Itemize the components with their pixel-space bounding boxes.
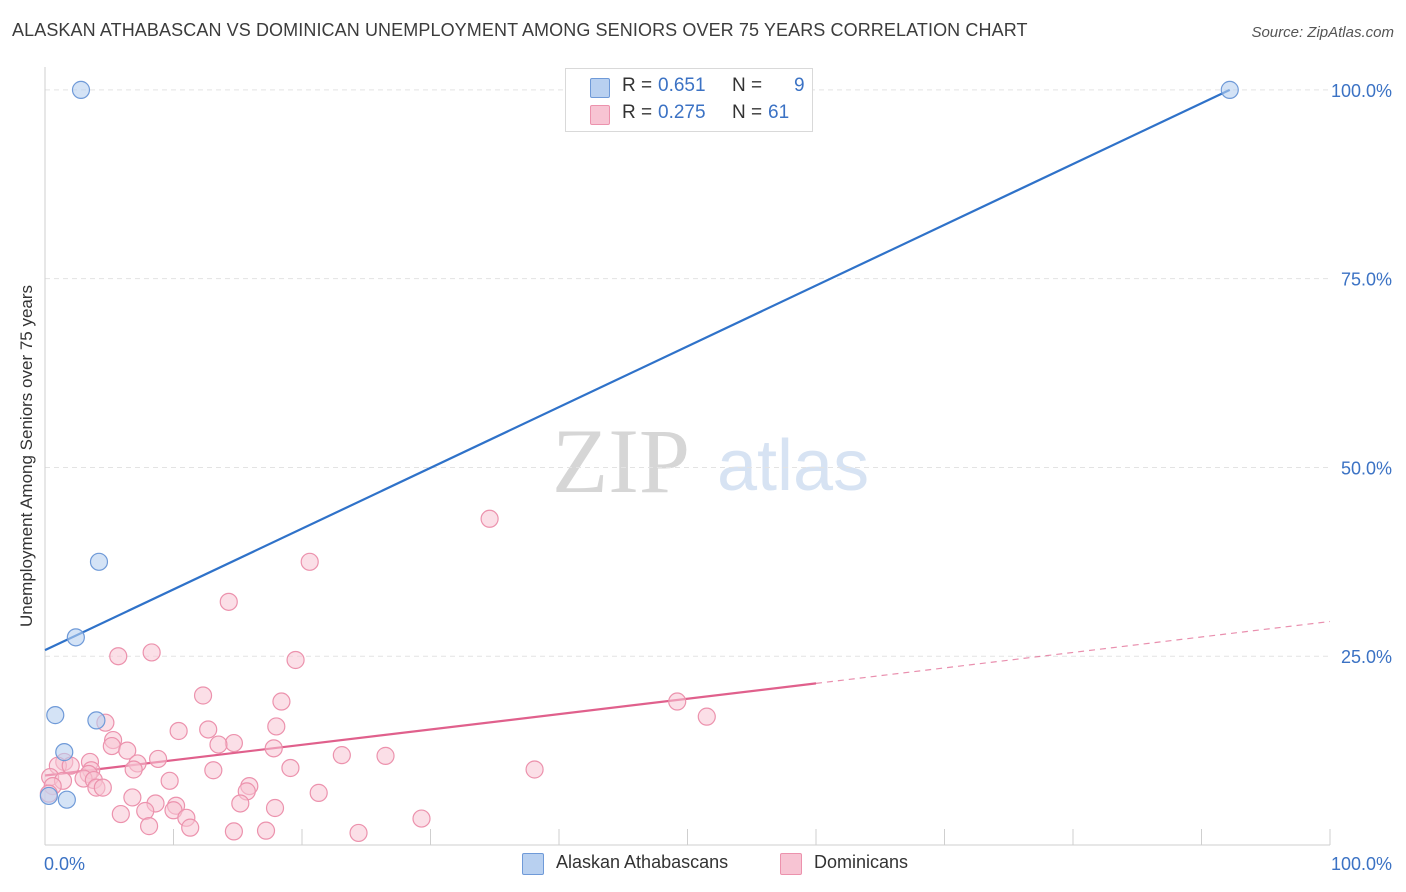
watermark: ZIP atlas [552, 410, 869, 512]
data-point-dominicans [219, 592, 238, 611]
data-point-dominicans [267, 717, 286, 736]
legend-r-value: 0.275 [658, 102, 706, 123]
data-point-dominicans [124, 760, 143, 779]
data-point-dominicans [102, 736, 121, 756]
data-point-dominicans [281, 758, 300, 778]
data-point-athabascans [89, 552, 109, 571]
legend-n-value: 9 [794, 75, 805, 96]
data-point-athabascans [87, 711, 106, 730]
y-axis-label: Unemployment Among Seniors over 75 years [17, 284, 36, 628]
data-point-dominicans [148, 749, 168, 769]
bottom-legend-swatch-dominicans [780, 853, 802, 875]
trend-lines [44, 88, 1331, 777]
data-point-athabascans [1220, 80, 1239, 99]
data-point-dominicans [93, 778, 112, 797]
data-point-dominicans [169, 721, 188, 741]
data-point-dominicans [142, 643, 161, 662]
trend-line-dominicans [44, 682, 817, 777]
data-point-dominicans [224, 822, 243, 841]
data-point-dominicans [668, 692, 687, 711]
grid-lines [45, 89, 1330, 657]
data-point-dominicans [136, 801, 155, 821]
y-tick-label: 100.0% [1331, 81, 1392, 101]
data-point-dominicans [209, 735, 228, 754]
legend-swatch-athabascans [590, 78, 610, 98]
data-point-dominicans [111, 804, 130, 824]
legend-r-label: R = [622, 75, 653, 96]
data-point-dominicans [697, 707, 716, 726]
data-point-dominicans [309, 783, 328, 802]
data-point-dominicans [204, 761, 223, 780]
bottom-legend-label-athabascans: Alaskan Athabascans [556, 852, 729, 872]
data-point-dominicans [199, 720, 218, 739]
data-point-dominicans [300, 552, 319, 571]
legend-r-value: 0.651 [658, 75, 706, 96]
data-point-athabascans [46, 706, 65, 725]
data-point-dominicans [412, 809, 431, 828]
data-point-dominicans [376, 746, 395, 765]
data-point-athabascans [55, 743, 74, 762]
chart-title: ALASKAN ATHABASCAN VS DOMINICAN UNEMPLOY… [12, 20, 1028, 40]
legend-n-value: 61 [768, 102, 790, 123]
bottom-legend-swatch-athabascans [522, 853, 544, 875]
y-tick-label: 25.0% [1341, 647, 1392, 667]
axes [44, 67, 1331, 846]
x-tick-label: 100.0% [1331, 854, 1392, 874]
data-point-dominicans [224, 733, 243, 753]
data-point-dominicans [109, 647, 128, 666]
data-point-dominicans [264, 739, 283, 758]
data-point-dominicans [286, 650, 305, 670]
tick-labels: 25.0% 50.0% 75.0% 100.0% 0.0% 100.0% [44, 81, 1392, 874]
legend-swatch-dominicans [590, 105, 610, 125]
data-point-dominicans [118, 741, 137, 760]
data-point-athabascans [57, 790, 76, 809]
legend-n-label: N = [732, 75, 763, 96]
source-label: Source: ZipAtlas.com [1251, 24, 1394, 41]
correlation-legend: R = 0.651 N = 9 R = 0.275 N = 61 [565, 68, 813, 132]
data-point-dominicans [193, 686, 213, 705]
trend-line-athabascans [44, 88, 1231, 652]
data-point-dominicans [480, 509, 499, 528]
legend-r-label: R = [622, 102, 653, 123]
data-point-dominicans [256, 821, 276, 840]
y-tick-label: 50.0% [1341, 458, 1392, 478]
data-point-dominicans [349, 823, 368, 843]
data-point-dominicans [265, 798, 285, 818]
data-point-dominicans [332, 746, 351, 765]
data-points [39, 80, 1239, 843]
data-point-dominicans [160, 771, 179, 790]
y-tick-label: 75.0% [1341, 270, 1392, 290]
watermark-zip: ZIP [552, 410, 690, 512]
bottom-legend-label-dominicans: Dominicans [814, 852, 909, 872]
data-point-dominicans [272, 692, 291, 711]
data-point-athabascans [66, 628, 85, 647]
x-tick-label: 0.0% [44, 854, 85, 874]
data-point-dominicans [525, 760, 544, 779]
data-point-athabascans [39, 786, 58, 806]
data-point-dominicans [231, 794, 250, 813]
data-point-athabascans [71, 80, 91, 99]
data-point-dominicans [181, 818, 200, 837]
data-point-dominicans [139, 817, 159, 836]
data-point-dominicans [123, 788, 142, 807]
trend-line-dominicans-extension [815, 620, 1331, 684]
watermark-atlas: atlas [717, 426, 869, 506]
legend-n-label: N = [732, 102, 763, 123]
